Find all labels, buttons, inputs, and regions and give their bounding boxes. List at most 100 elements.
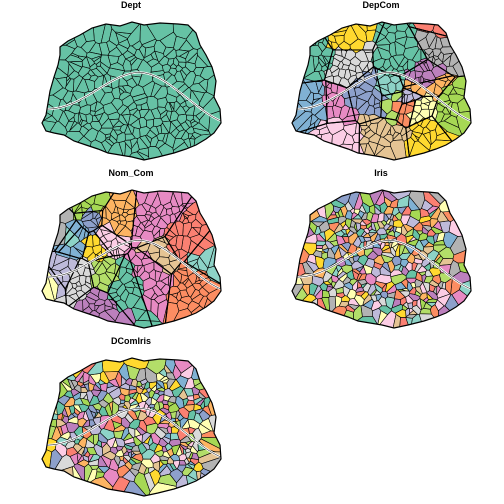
map-cell: [292, 263, 306, 277]
map-cell: [448, 37, 471, 67]
map-cell: [179, 444, 184, 455]
map-cell: [169, 121, 177, 134]
map-cell: [155, 140, 166, 149]
map-cell: [292, 293, 317, 328]
map-cell: [314, 255, 325, 269]
map-cell: [119, 288, 130, 303]
map-cell: [113, 199, 127, 210]
map-cell: [194, 54, 209, 68]
map-cell: [203, 297, 221, 328]
map-cell: [411, 131, 423, 139]
map-cell: [178, 50, 190, 60]
panel-title: DepCom: [362, 0, 400, 10]
map-cell: [148, 269, 156, 281]
map-cell: [125, 267, 134, 276]
choropleth-map: [41, 21, 222, 161]
map-cell: [150, 62, 164, 73]
district-boundary: [395, 99, 417, 129]
map-cell: [69, 452, 79, 465]
map-cell: [167, 401, 176, 407]
city-outline: [291, 189, 472, 329]
map-cell: [156, 426, 169, 435]
map-cell: [97, 390, 108, 403]
map-cell: [150, 453, 161, 464]
map-cell: [334, 35, 345, 46]
map-cell: [359, 265, 367, 275]
map-cell: [415, 271, 423, 283]
map-cell: [111, 211, 121, 220]
map-cell: [52, 254, 70, 267]
map-cell: [389, 213, 395, 221]
map-panel-dept: Dept: [20, 0, 242, 165]
map-cell: [42, 466, 76, 496]
map-cell: [120, 427, 130, 441]
map-cell: [344, 210, 353, 220]
map-cell: [379, 265, 392, 277]
district-boundary: [402, 75, 457, 98]
map-cell: [178, 248, 189, 261]
map-cell: [112, 420, 123, 430]
map-cell: [179, 417, 189, 430]
map-cell: [153, 118, 164, 128]
map-cell: [146, 96, 159, 111]
map-cell: [78, 66, 91, 78]
map-cell: [341, 64, 350, 71]
map-cell: [292, 298, 320, 328]
map-cell: [375, 37, 391, 46]
map-cell: [160, 276, 169, 286]
map-cell: [457, 87, 471, 113]
map-cell: [431, 62, 448, 79]
map-cell: [419, 307, 432, 315]
map-cell: [357, 280, 362, 289]
map-cell: [76, 411, 86, 421]
map-cell: [325, 99, 335, 108]
district-boundary: [292, 22, 334, 89]
map-panel-dcomiris: DComIris: [20, 336, 242, 501]
map-cell: [325, 285, 335, 292]
map-cell: [92, 234, 101, 247]
map-cell: [128, 418, 141, 430]
district-boundary: [325, 79, 357, 124]
map-cell: [42, 417, 57, 440]
map-cell: [93, 444, 104, 457]
map-cell: [117, 38, 131, 50]
map-cell: [337, 60, 344, 70]
map-cell: [428, 35, 438, 50]
map-cell: [366, 211, 374, 222]
map-cell: [292, 22, 319, 50]
river-edge: [42, 240, 221, 290]
map-cell: [123, 454, 132, 462]
map-cell: [180, 130, 189, 141]
map-cell: [121, 469, 136, 482]
map-cell: [115, 437, 126, 448]
map-cell: [85, 113, 94, 125]
map-cell: [353, 191, 364, 210]
map-cell: [394, 309, 407, 318]
map-cell: [377, 136, 391, 148]
map-cell: [89, 273, 101, 289]
map-cell: [150, 50, 159, 61]
map-cell: [102, 231, 117, 242]
map-cell: [331, 128, 348, 150]
map-cell: [398, 244, 406, 258]
river-edge: [42, 408, 221, 458]
map-cell: [100, 61, 110, 74]
map-cell: [92, 402, 103, 411]
map-cell: [381, 283, 388, 292]
map-cell: [186, 463, 196, 470]
map-cell: [170, 63, 177, 69]
map-cell: [375, 74, 392, 86]
map-cell: [433, 285, 438, 296]
map-cell: [371, 58, 386, 70]
map-cell: [324, 143, 353, 160]
map-cell: [112, 396, 122, 406]
map-cell: [355, 97, 368, 111]
map-cell: [438, 246, 455, 260]
map-cell: [169, 102, 175, 111]
map-cell: [420, 49, 427, 61]
map-cell: [370, 300, 383, 312]
map-cell: [388, 225, 395, 234]
map-cell: [292, 190, 321, 222]
map-cell: [77, 55, 87, 61]
map-cell: [200, 468, 221, 496]
